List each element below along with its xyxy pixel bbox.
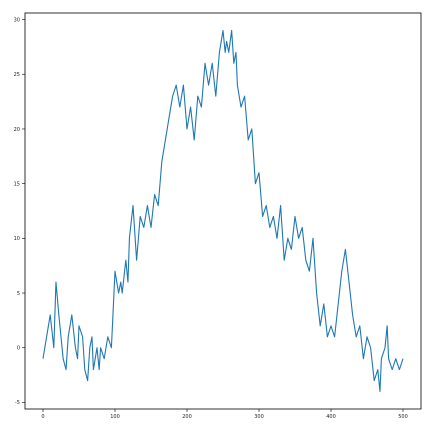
x-tick-label: 400 [326, 414, 336, 420]
plot-frame [24, 12, 422, 410]
x-tick-label: 100 [110, 414, 120, 420]
x-tick-label: 300 [254, 414, 264, 420]
series-line [42, 29, 404, 393]
y-tick-label: -5 [15, 400, 20, 406]
axis-ticks: 0 100 200 300 400 500 -5 0 5 10 15 20 25 30 [14, 17, 408, 420]
x-tick-label: 0 [41, 414, 44, 420]
y-tick-label: 10 [14, 236, 20, 242]
y-tick-label: 0 [17, 346, 20, 352]
series-group [42, 29, 404, 393]
y-tick-label: 20 [14, 127, 20, 133]
x-tick-label: 500 [398, 414, 408, 420]
y-tick-label: 15 [14, 181, 20, 187]
x-tick-label: 200 [182, 414, 192, 420]
y-tick-label: 30 [14, 17, 20, 23]
y-tick-label: 5 [17, 291, 20, 297]
y-tick-label: 25 [14, 72, 20, 78]
